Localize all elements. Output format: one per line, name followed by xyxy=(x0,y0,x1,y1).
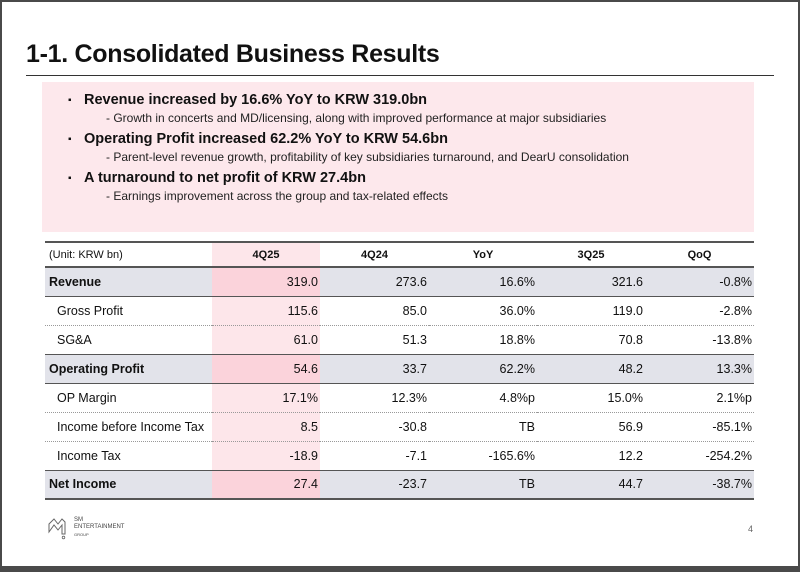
unit-label: (Unit: KRW bn) xyxy=(45,241,212,268)
table-row: Revenue 319.0 273.6 16.6% 321.6 -0.8% xyxy=(45,267,754,297)
table-row: OP Margin 17.1% 12.3% 4.8%p 15.0% 2.1%p xyxy=(45,383,754,413)
cell-value: -7.1 xyxy=(320,441,429,471)
highlight-bullet: Revenue increased by 16.6% YoY to KRW 31… xyxy=(68,92,754,110)
row-label: Net Income xyxy=(45,470,212,500)
highlight-bullet: A turnaround to net profit of KRW 27.4bn xyxy=(68,170,754,188)
table-row: Operating Profit 54.6 33.7 62.2% 48.2 13.3% xyxy=(45,354,754,384)
cell-value: 62.2% xyxy=(429,354,537,384)
cell-value: 115.6 xyxy=(212,296,320,326)
page-title: 1-1. Consolidated Business Results xyxy=(26,40,440,68)
table-row: Net Income 27.4 -23.7 TB 44.7 -38.7% xyxy=(45,470,754,500)
highlight-sub-text: Growth in concerts and MD/licensing, alo… xyxy=(113,111,607,125)
row-label: Revenue xyxy=(45,267,212,297)
cell-value: -13.8% xyxy=(645,325,754,355)
sm-logo-icon xyxy=(48,518,66,540)
cell-value: 12.2 xyxy=(537,441,645,471)
cell-value: TB xyxy=(429,470,537,500)
table-row: Income Tax -18.9 -7.1 -165.6% 12.2 -254.2% xyxy=(45,441,754,471)
cell-value: -0.8% xyxy=(645,267,754,297)
cell-value: 8.5 xyxy=(212,412,320,442)
results-table: (Unit: KRW bn) 4Q25 4Q24 YoY 3Q25 QoQ Re… xyxy=(45,241,754,500)
cell-value: -2.8% xyxy=(645,296,754,326)
cell-value: 16.6% xyxy=(429,267,537,297)
cell-value: 2.1%p xyxy=(645,383,754,413)
cell-value: 15.0% xyxy=(537,383,645,413)
cell-value: 54.6 xyxy=(212,354,320,384)
cell-value: -85.1% xyxy=(645,412,754,442)
cell-value: 61.0 xyxy=(212,325,320,355)
logo-text: SM xyxy=(74,517,83,523)
cell-value: 48.2 xyxy=(537,354,645,384)
cell-value: 17.1% xyxy=(212,383,320,413)
table-row: SG&A 61.0 51.3 18.8% 70.8 -13.8% xyxy=(45,325,754,355)
cell-value: 36.0% xyxy=(429,296,537,326)
row-label: Gross Profit xyxy=(45,296,212,326)
highlight-sub: - Parent-level revenue growth, profitabi… xyxy=(106,150,629,164)
cell-value: 70.8 xyxy=(537,325,645,355)
column-header: 4Q25 xyxy=(212,241,320,268)
cell-value: 13.3% xyxy=(645,354,754,384)
cell-value: -165.6% xyxy=(429,441,537,471)
row-label: Operating Profit xyxy=(45,354,212,384)
cell-value: TB xyxy=(429,412,537,442)
highlight-sub: - Earnings improvement across the group … xyxy=(106,189,448,203)
logo-text: GROUP xyxy=(74,532,89,537)
cell-value: 85.0 xyxy=(320,296,429,326)
table-row: Gross Profit 115.6 85.0 36.0% 119.0 -2.8% xyxy=(45,296,754,326)
highlight-bullet: Operating Profit increased 62.2% YoY to … xyxy=(68,131,754,149)
highlight-sub-text: Earnings improvement across the group an… xyxy=(113,189,448,203)
table-row: Income before Income Tax 8.5 -30.8 TB 56.9 -8… xyxy=(45,412,754,442)
cell-value: -18.9 xyxy=(212,441,320,471)
cell-value: -23.7 xyxy=(320,470,429,500)
sm-entertainment-logo: SM ENTERTAINMENT GROUP xyxy=(46,516,124,540)
cell-value: -38.7% xyxy=(645,470,754,500)
row-label: Income before Income Tax xyxy=(45,412,212,442)
cell-value: 273.6 xyxy=(320,267,429,297)
column-header: YoY xyxy=(429,241,537,268)
logo-text: ENTERTAINMENT xyxy=(74,524,125,530)
cell-value: 119.0 xyxy=(537,296,645,326)
column-header: QoQ xyxy=(645,241,754,268)
column-header: 4Q24 xyxy=(320,241,429,268)
cell-value: 18.8% xyxy=(429,325,537,355)
cell-value: 33.7 xyxy=(320,354,429,384)
cell-value: -30.8 xyxy=(320,412,429,442)
cell-value: 319.0 xyxy=(212,267,320,297)
cell-value: -254.2% xyxy=(645,441,754,471)
highlight-sub: - Growth in concerts and MD/licensing, a… xyxy=(106,111,607,125)
cell-value: 51.3 xyxy=(320,325,429,355)
cell-value: 321.6 xyxy=(537,267,645,297)
row-label: OP Margin xyxy=(45,383,212,413)
table-header: (Unit: KRW bn) 4Q25 4Q24 YoY 3Q25 QoQ xyxy=(45,241,754,268)
row-label: Income Tax xyxy=(45,441,212,471)
highlights-box: Revenue increased by 16.6% YoY to KRW 31… xyxy=(42,82,754,232)
cell-value: 44.7 xyxy=(537,470,645,500)
cell-value: 27.4 xyxy=(212,470,320,500)
highlight-sub-text: Parent-level revenue growth, profitabili… xyxy=(113,150,629,164)
column-header: 3Q25 xyxy=(537,241,645,268)
row-label: SG&A xyxy=(45,325,212,355)
cell-value: 56.9 xyxy=(537,412,645,442)
page-number: 4 xyxy=(748,524,754,534)
cell-value: 12.3% xyxy=(320,383,429,413)
title-divider xyxy=(26,75,774,76)
cell-value: 4.8%p xyxy=(429,383,537,413)
